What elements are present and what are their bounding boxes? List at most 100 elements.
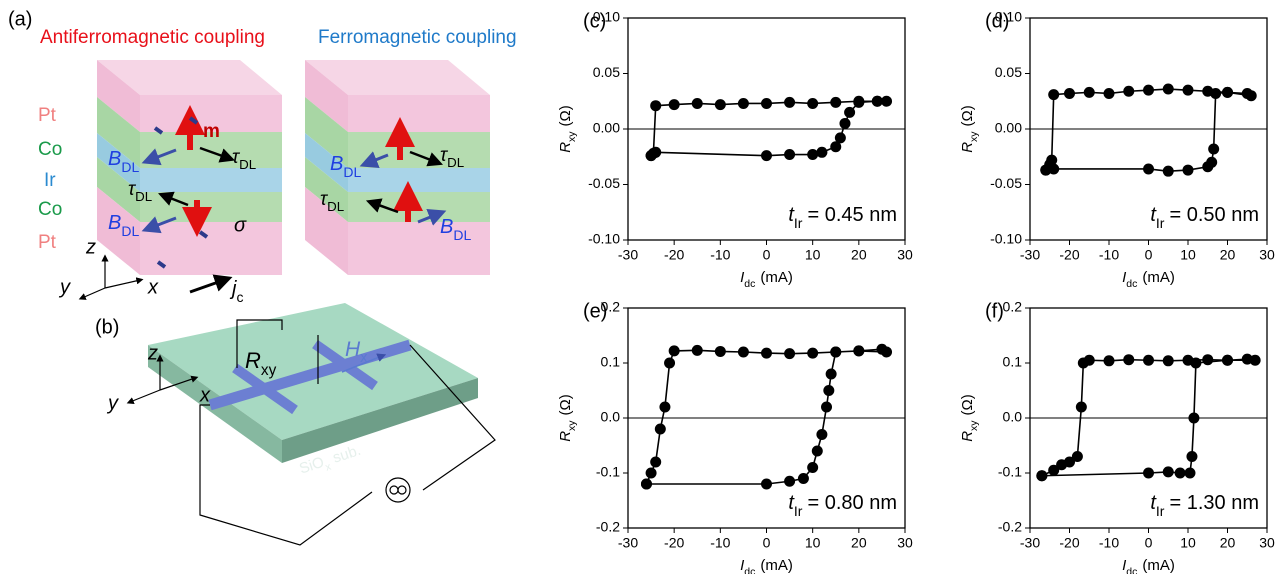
y-tick-label: 0.2 xyxy=(1003,299,1023,315)
x-tick-label: -30 xyxy=(1020,535,1040,551)
text-part: x xyxy=(360,350,368,366)
panel-label: (a) xyxy=(8,8,32,30)
data-point xyxy=(823,385,834,396)
x-tick-label: 10 xyxy=(805,247,821,263)
x-tick-label: 30 xyxy=(1259,535,1275,551)
y-tick-label: -0.2 xyxy=(596,519,620,535)
x-axis-label: Idc(mA) xyxy=(740,269,793,290)
data-point xyxy=(715,346,726,357)
y-tick-label: 0.2 xyxy=(601,299,621,315)
substrate xyxy=(148,303,478,463)
panel-label: (f) xyxy=(985,300,1004,322)
data-point xyxy=(761,479,772,490)
data-point xyxy=(761,150,772,161)
x-axis-label: Idc(mA) xyxy=(1122,557,1175,574)
data-point xyxy=(692,345,703,356)
panel-title: Ferromagnetic coupling xyxy=(318,27,517,48)
text-part: dc xyxy=(1126,278,1137,290)
data-point xyxy=(1163,84,1174,95)
text-part: DL xyxy=(239,157,256,172)
layer-label: Ir xyxy=(44,170,56,191)
x-tick-label: 0 xyxy=(1145,247,1153,263)
x-tick-label: 30 xyxy=(1259,247,1275,263)
data-point xyxy=(646,150,657,161)
m-label: m xyxy=(203,121,220,142)
y-tick-label: -0.05 xyxy=(990,175,1022,191)
text-part: B xyxy=(440,216,453,238)
x-tick-label: -30 xyxy=(618,247,638,263)
data-point xyxy=(853,345,864,356)
data-point xyxy=(1183,165,1194,176)
data-point xyxy=(807,149,818,160)
y-tick-label: 0.0 xyxy=(601,409,621,425)
y-tick-label: 0.1 xyxy=(1003,354,1023,370)
data-point xyxy=(812,446,823,457)
text-part: dc xyxy=(744,566,755,574)
text-part: R xyxy=(245,348,261,373)
data-point xyxy=(1250,355,1261,366)
x-tick-label: 0 xyxy=(1145,535,1153,551)
data-point xyxy=(1084,87,1095,98)
x-tick-label: 20 xyxy=(1220,535,1236,551)
axis-z: z xyxy=(147,342,158,364)
text-part: DL xyxy=(327,199,344,214)
data-point xyxy=(1184,468,1195,479)
data-point xyxy=(816,147,827,158)
y-tick-label: 0.05 xyxy=(593,64,620,80)
axis-z: z xyxy=(85,236,96,258)
text-part: B xyxy=(108,148,121,170)
text-part: c xyxy=(236,289,243,305)
data-point xyxy=(1123,354,1134,365)
y-tick-label: 0.1 xyxy=(601,354,621,370)
text-part: (mA) xyxy=(1142,557,1175,574)
text-part: R xyxy=(557,142,574,153)
x-tick-label: 10 xyxy=(1180,247,1196,263)
data-point xyxy=(1143,468,1154,479)
data-point xyxy=(826,369,837,380)
axis-x: x xyxy=(199,384,211,406)
x-tick-label: -10 xyxy=(710,247,730,263)
text-part: (mA) xyxy=(760,557,793,574)
data-point xyxy=(881,347,892,358)
y-tick-label: -0.1 xyxy=(998,464,1022,480)
data-point xyxy=(784,149,795,160)
text-part: SiO xyxy=(297,454,326,478)
y-tick-label: -0.1 xyxy=(596,464,620,480)
text-part: xy xyxy=(968,420,980,431)
data-point xyxy=(1246,90,1257,101)
data-point xyxy=(641,479,652,490)
y-tick-label: 0.05 xyxy=(995,64,1022,80)
data-point xyxy=(1036,470,1047,481)
data-point xyxy=(669,345,680,356)
data-point xyxy=(784,348,795,359)
data-line xyxy=(1046,89,1251,171)
annotation: tIr= 0.50 nm xyxy=(1150,204,1259,230)
data-point xyxy=(1104,88,1115,99)
data-point xyxy=(830,347,841,358)
figure: (a) Antiferromagnetic coupling Ferromagn… xyxy=(0,0,1283,574)
data-point xyxy=(1183,85,1194,96)
data-point xyxy=(1072,451,1083,462)
text-part: Ir xyxy=(794,215,803,231)
data-point xyxy=(669,99,680,110)
data-point xyxy=(798,473,809,484)
text-part: x xyxy=(324,460,333,473)
text-part: R xyxy=(959,142,976,153)
x-axis-label: Idc(mA) xyxy=(740,557,793,574)
y-axis-label: Rxy(Ω) xyxy=(557,394,578,442)
layer-labels: Pt Co Ir Co Pt xyxy=(38,105,62,253)
x-tick-label: 20 xyxy=(851,535,867,551)
text-part: R xyxy=(959,431,976,442)
data-point xyxy=(830,141,841,152)
text-part: B xyxy=(330,153,343,175)
text-part: = 0.50 nm xyxy=(1169,204,1259,226)
text-part: DL xyxy=(121,159,139,175)
y-tick-label: 0.10 xyxy=(593,9,620,25)
current-arrow xyxy=(190,280,224,292)
data-point xyxy=(807,348,818,359)
text-part: = 0.45 nm xyxy=(807,204,897,226)
text-part: xy xyxy=(261,362,277,379)
data-point xyxy=(1040,165,1051,176)
x-tick-label: -20 xyxy=(1059,535,1079,551)
x-tick-label: 0 xyxy=(763,535,771,551)
